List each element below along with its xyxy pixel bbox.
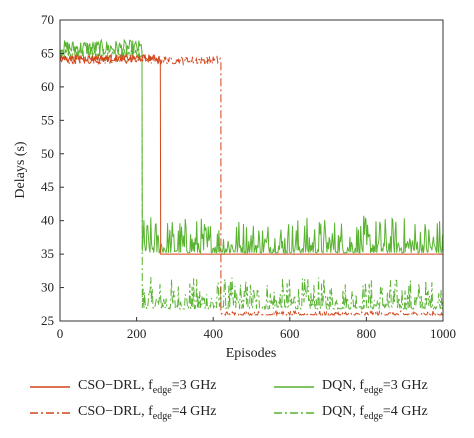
legend-item-dqn-4ghz: DQN, fedge=4 GHz [274,402,428,424]
legend-swatch-dashdot-orange [30,412,70,414]
series-line-1 [59,54,444,317]
y-tick-label: 60 [41,79,54,94]
legend-item-dqn-3ghz: DQN, fedge=3 GHz [274,376,428,398]
y-tick-label: 30 [41,280,54,295]
x-tick-label: 1000 [430,326,456,341]
y-tick-label: 45 [41,179,54,194]
y-tick-label: 55 [41,112,54,127]
y-tick-label: 40 [41,213,54,228]
legend-label: CSO−DRL, fedge=3 GHz [78,378,217,396]
delay-chart: 0 200 400 600 800 1000 25 30 35 40 45 50 55 60 65 70 Ep… [13,12,456,361]
legend-swatch-solid-orange [30,386,70,388]
legend-item-cso-4ghz: CSO−DRL, fedge=4 GHz [30,402,217,424]
legend-item-cso-3ghz: CSO−DRL, fedge=3 GHz [30,376,217,398]
y-tick-label: 70 [41,12,54,27]
series-line-3 [59,48,444,311]
x-tick-label: 0 [57,326,64,341]
y-tick-label: 50 [41,146,54,161]
y-axis-label: Delays (s) [13,141,28,198]
legend-swatch-dashdot-green [274,412,314,414]
y-tick-label: 25 [41,313,54,328]
legend-label: DQN, fedge=3 GHz [322,378,428,396]
y-tick-label: 65 [41,45,54,60]
x-axis-label: Episodes [226,346,277,361]
x-tick-label: 600 [280,326,300,341]
plot-series-group [59,38,444,317]
axis-ticks: 0 200 400 600 800 1000 25 30 35 40 45 50 55 60 65 70 [41,12,456,341]
series-line-0 [59,53,443,255]
x-tick-label: 800 [357,326,377,341]
y-tick-label: 35 [41,246,54,261]
legend-label: CSO−DRL, fedge=4 GHz [78,404,217,422]
x-tick-label: 400 [203,326,223,341]
series-line-2 [59,38,444,255]
x-tick-label: 200 [127,326,147,341]
plot-frame [59,19,444,322]
legend: CSO−DRL, fedge=3 GHz DQN, fedge=3 GHz CS… [20,372,460,428]
legend-swatch-solid-green [274,386,314,388]
legend-label: DQN, fedge=4 GHz [322,404,428,422]
